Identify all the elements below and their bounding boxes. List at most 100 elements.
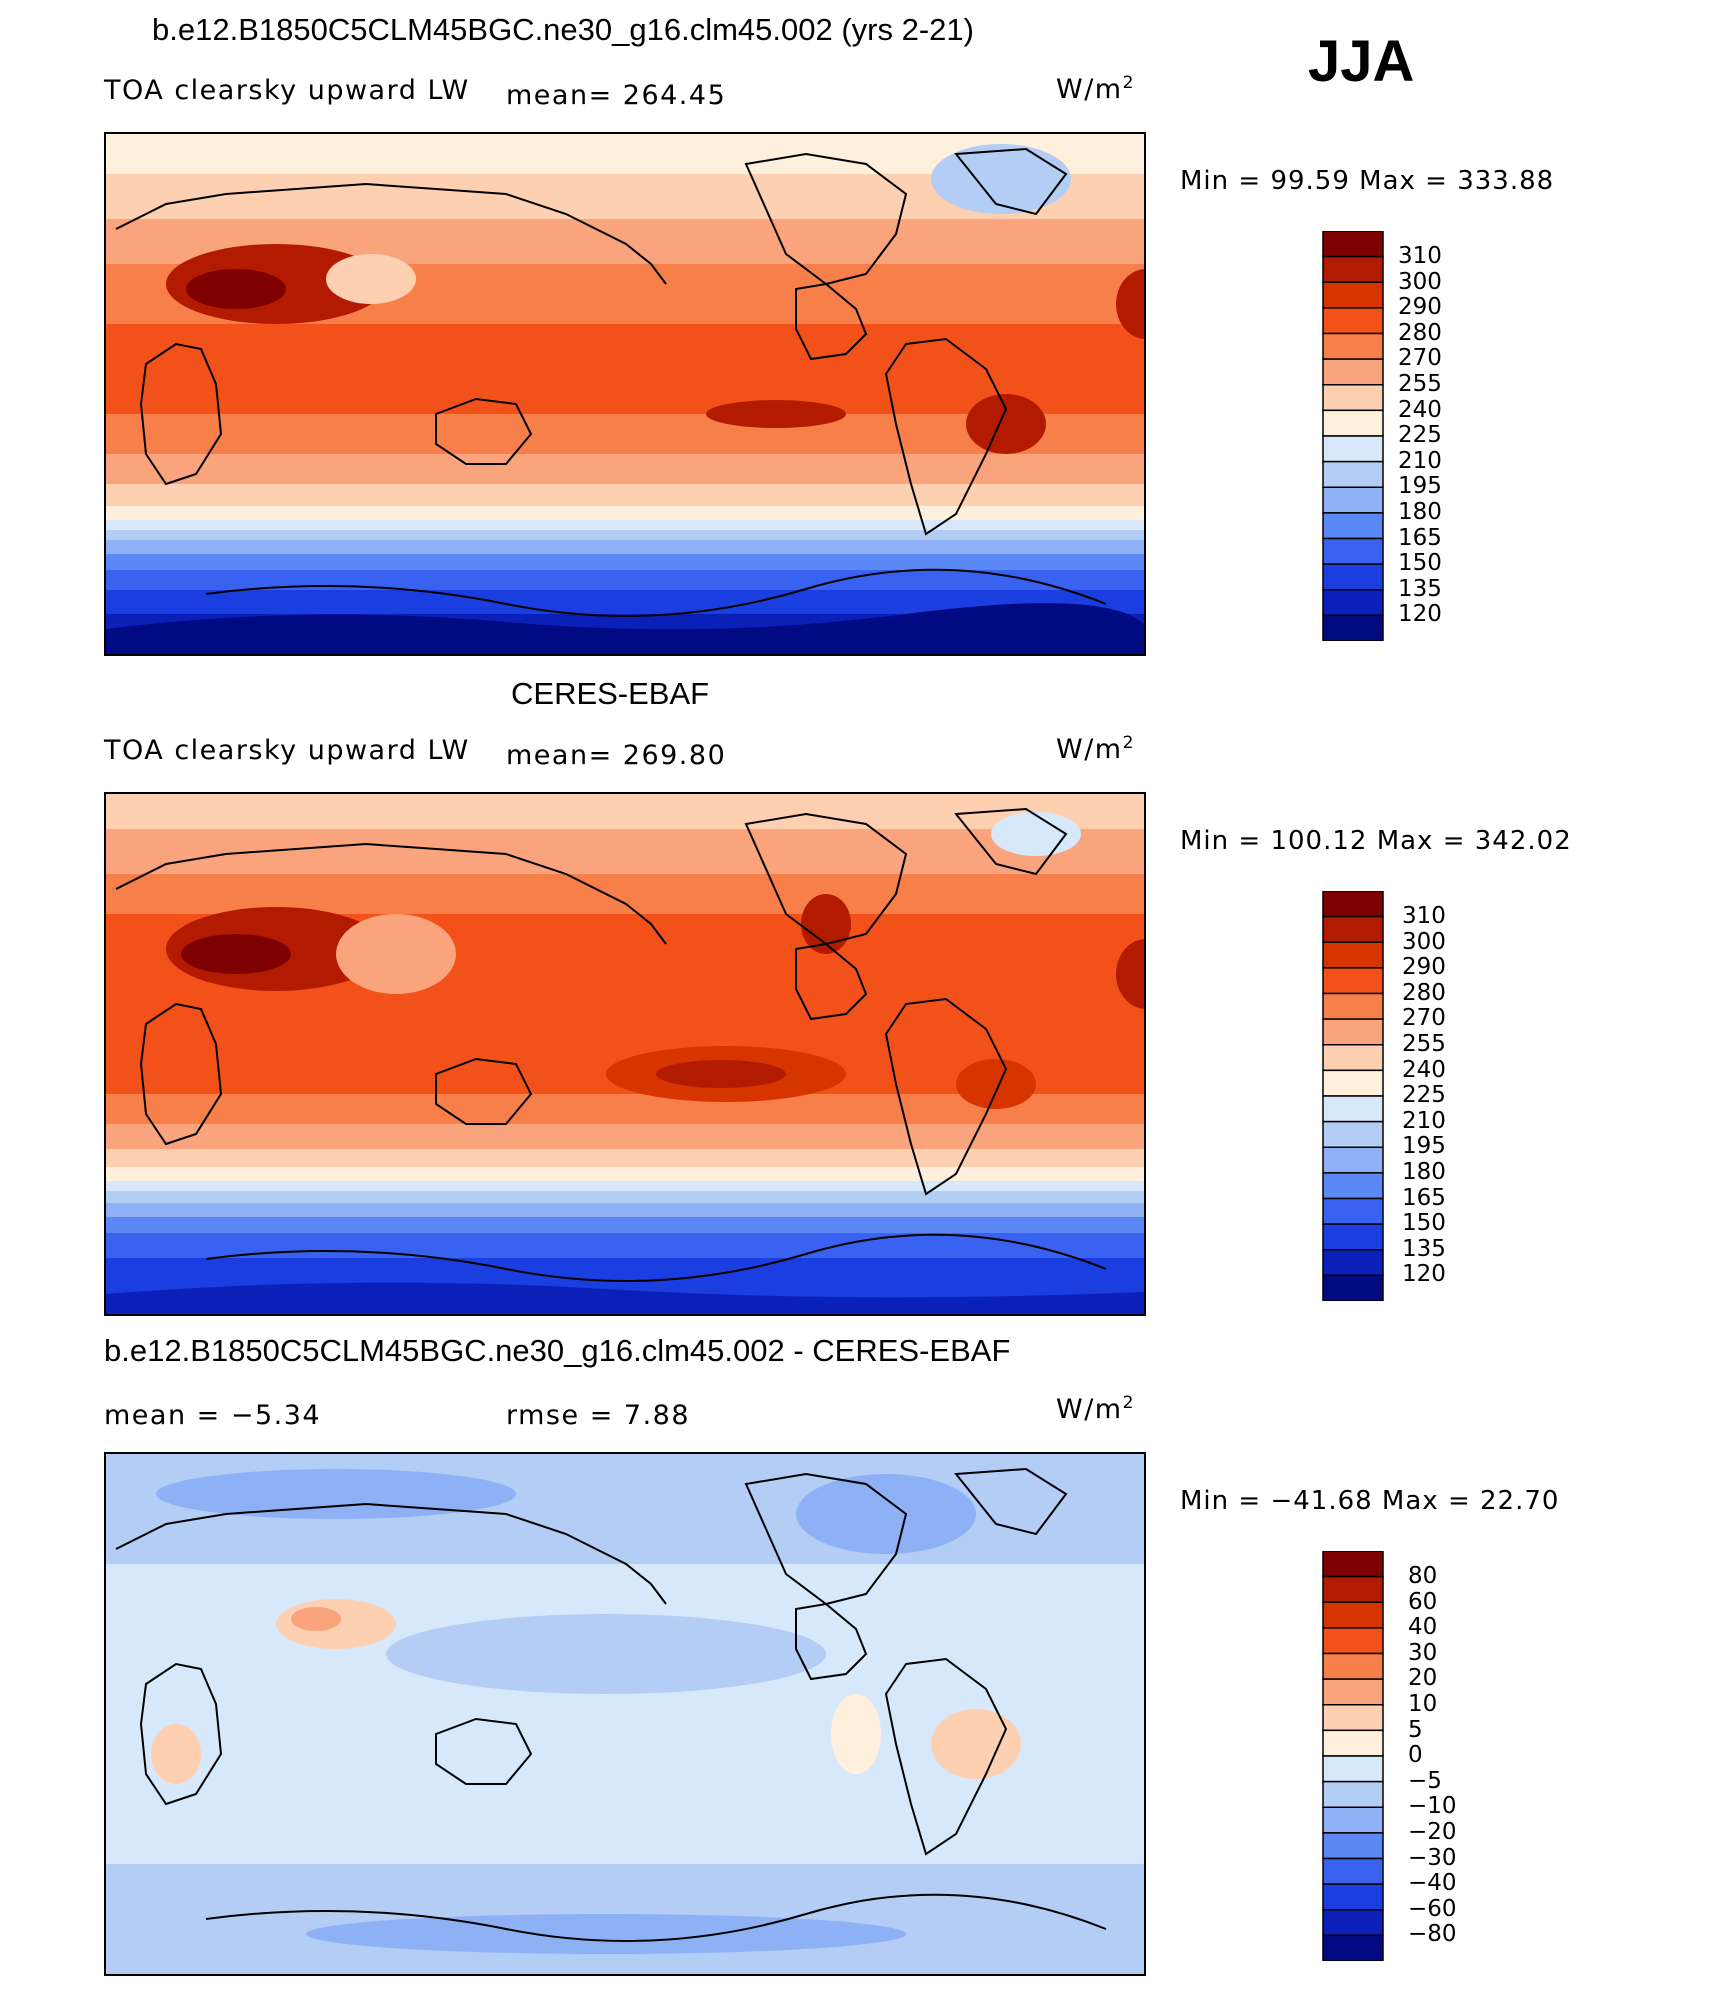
panel3-rmse-label: rmse = 7.88: [506, 1400, 691, 1431]
panel1-map: [104, 132, 1146, 656]
colorbar-tick: 290: [1402, 954, 1446, 981]
colorbar-tick: 165: [1398, 524, 1442, 551]
colorbar-tick: 135: [1402, 1235, 1446, 1262]
panel1-mean-label: mean= 264.45: [506, 80, 727, 111]
coastlines: [115, 147, 1107, 617]
colorbar-tick: 30: [1408, 1639, 1438, 1666]
colorbar-tick: 280: [1402, 979, 1446, 1006]
colorbar-tick: 225: [1398, 422, 1442, 449]
sahara-east-hot: [1116, 269, 1144, 339]
colorbar-box: [1322, 1704, 1384, 1732]
colorbar-box: [1322, 1755, 1384, 1783]
greenland-cold: [991, 812, 1081, 856]
colorbar-tick: 120: [1402, 1261, 1446, 1288]
band-south-blue2: [106, 530, 1144, 540]
colorbar-box: [1322, 1095, 1384, 1123]
colorbar-box: [1322, 384, 1384, 412]
colorbar-box: [1322, 1069, 1384, 1097]
colorbar-tick: −80: [1408, 1921, 1457, 1948]
colorbar-tick: 290: [1398, 294, 1442, 321]
colorbar-tick: 150: [1398, 550, 1442, 577]
colorbar-box: [1322, 486, 1384, 514]
pacific-hotspot: [706, 400, 846, 428]
colorbar-box: [1322, 1678, 1384, 1706]
colorbar-tick: 10: [1408, 1691, 1438, 1717]
colorbar-box: [1322, 281, 1384, 309]
colorbar-tick: 280: [1398, 319, 1442, 346]
colorbar-box: [1322, 1883, 1384, 1911]
colorbar-box: [1322, 1044, 1384, 1072]
diff-southern-ocean: [306, 1914, 906, 1954]
panel1-title: b.e12.B1850C5CLM45BGC.ne30_g16.clm45.002…: [152, 12, 974, 47]
colorbar-box: [1322, 409, 1384, 437]
colorbar-box: [1322, 1120, 1384, 1148]
colorbar-tick: 180: [1398, 499, 1442, 525]
band-south-blue4: [106, 554, 1144, 570]
panel3-minmax: Min = −41.68 Max = 22.70: [1180, 1486, 1560, 1516]
tibet-cool: [336, 914, 456, 994]
diff-siberia: [156, 1469, 516, 1519]
colorbar-tick: 195: [1402, 1133, 1446, 1160]
colorbar-tick: −30: [1408, 1844, 1457, 1871]
colorbar-tick: 300: [1402, 928, 1446, 955]
colorbar-box: [1322, 1729, 1384, 1757]
colorbar-box: [1322, 358, 1384, 386]
colorbar-tick: 0: [1408, 1742, 1423, 1769]
colorbar-box: [1322, 512, 1384, 540]
colorbar-box: [1322, 231, 1384, 258]
colorbar-box: [1322, 915, 1384, 943]
diff-himalaya-warm: [291, 1607, 341, 1631]
colorbar-box: [1322, 1018, 1384, 1046]
colorbar-tick: −10: [1408, 1793, 1457, 1820]
diff-peru-coast: [831, 1694, 881, 1774]
colorbar-box: [1322, 941, 1384, 969]
season-label: JJA: [1308, 29, 1415, 94]
colorbar-tick: 80: [1408, 1563, 1438, 1589]
colorbar-tick: 150: [1402, 1210, 1446, 1237]
antarctica-core: [106, 1282, 1144, 1314]
colorbar-tick: 210: [1398, 447, 1442, 474]
colorbar-tick: 60: [1408, 1588, 1438, 1615]
colorbar-box: [1322, 992, 1384, 1020]
colorbar-tick: 135: [1398, 575, 1442, 602]
colorbar-box: [1322, 1551, 1384, 1578]
sahara-east-hot: [1116, 939, 1144, 1009]
amazon-hot: [966, 394, 1046, 454]
band-south-blue3: [106, 540, 1144, 554]
diff-africa-warm: [151, 1724, 201, 1784]
colorbar-tick: 5: [1408, 1716, 1423, 1743]
band-south-pale: [106, 1167, 1144, 1181]
band-south-mid: [106, 454, 1144, 484]
colorbar-tick: −20: [1408, 1819, 1457, 1845]
colorbar-tick: 310: [1402, 903, 1446, 929]
colorbar-tick: 270: [1398, 345, 1442, 372]
band-arctic: [106, 794, 1144, 829]
panel2-title: CERES-EBAF: [511, 676, 710, 711]
band-south-mid: [106, 1124, 1144, 1149]
colorbar-box: [1322, 1909, 1384, 1937]
colorbar-tick: 195: [1398, 473, 1442, 500]
colorbar-box: [1322, 1575, 1384, 1603]
colorbar-tick: 300: [1398, 268, 1442, 295]
colorbar-box: [1322, 563, 1384, 591]
band-south-blue4: [106, 1217, 1144, 1233]
arabia-hottest: [186, 269, 286, 309]
colorbar-tick: 40: [1408, 1614, 1438, 1641]
band-south-pale: [106, 506, 1144, 520]
panel1-minmax: Min = 99.59 Max = 333.88: [1180, 166, 1555, 196]
colorbar-box: [1322, 1249, 1384, 1277]
colorbar-box: [1322, 614, 1384, 641]
colorbar-tick: 210: [1402, 1107, 1446, 1134]
colorbar-box: [1322, 460, 1384, 488]
colorbar-tick: 180: [1402, 1159, 1446, 1185]
colorbar-tick: 20: [1408, 1665, 1438, 1692]
colorbar-tick: −60: [1408, 1895, 1457, 1922]
band-tropics: [106, 324, 1144, 414]
colorbar-box: [1322, 307, 1384, 335]
colorbar-box: [1322, 1223, 1384, 1251]
colorbar-tick: −40: [1408, 1870, 1457, 1897]
colorbar-box: [1322, 1780, 1384, 1808]
panel1-map-svg: [106, 134, 1144, 654]
colorbar-box: [1322, 1172, 1384, 1200]
colorbar-box: [1322, 589, 1384, 617]
